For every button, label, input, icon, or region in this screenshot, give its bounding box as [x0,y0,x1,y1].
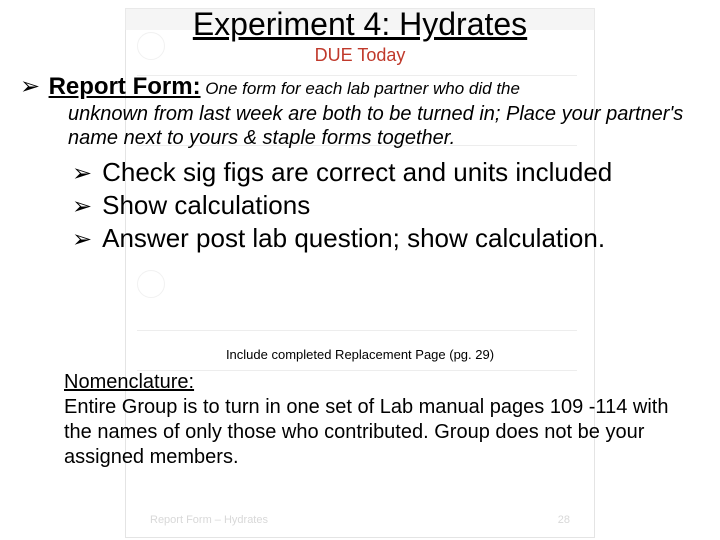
slide-title: Experiment 4: Hydrates [0,0,720,43]
checklist-item: ➢ Check sig figs are correct and units i… [72,156,720,189]
report-form-label: Report Form: [49,73,201,100]
include-line: Include completed Replacement Page (pg. … [0,347,720,362]
nomenclature-label: Nomenclature: [64,371,194,393]
report-form-row: ➢ Report Form: One form for each lab par… [0,66,720,150]
checklist-text: Show calculations [102,189,310,222]
checklist: ➢ Check sig figs are correct and units i… [0,150,720,255]
arrow-icon: ➢ [72,192,92,222]
checklist-text: Answer post lab question; show calculati… [102,222,605,255]
report-form-body1: One form for each lab partner who did th… [201,79,520,98]
slide-subtitle: DUE Today [0,45,720,66]
arrow-icon: ➢ [72,225,92,255]
nomenclature-block: Nomenclature: Entire Group is to turn in… [0,362,720,470]
slide-content: Experiment 4: Hydrates DUE Today ➢ Repor… [0,0,720,540]
report-form-body2: unknown from last week are both to be tu… [20,102,700,150]
checklist-item: ➢ Show calculations [72,189,720,222]
nomenclature-body: Entire Group is to turn in one set of La… [64,396,668,468]
arrow-icon: ➢ [72,159,92,189]
checklist-text: Check sig figs are correct and units inc… [102,156,612,189]
arrow-icon: ➢ [20,72,40,102]
checklist-item: ➢ Answer post lab question; show calcula… [72,222,720,255]
